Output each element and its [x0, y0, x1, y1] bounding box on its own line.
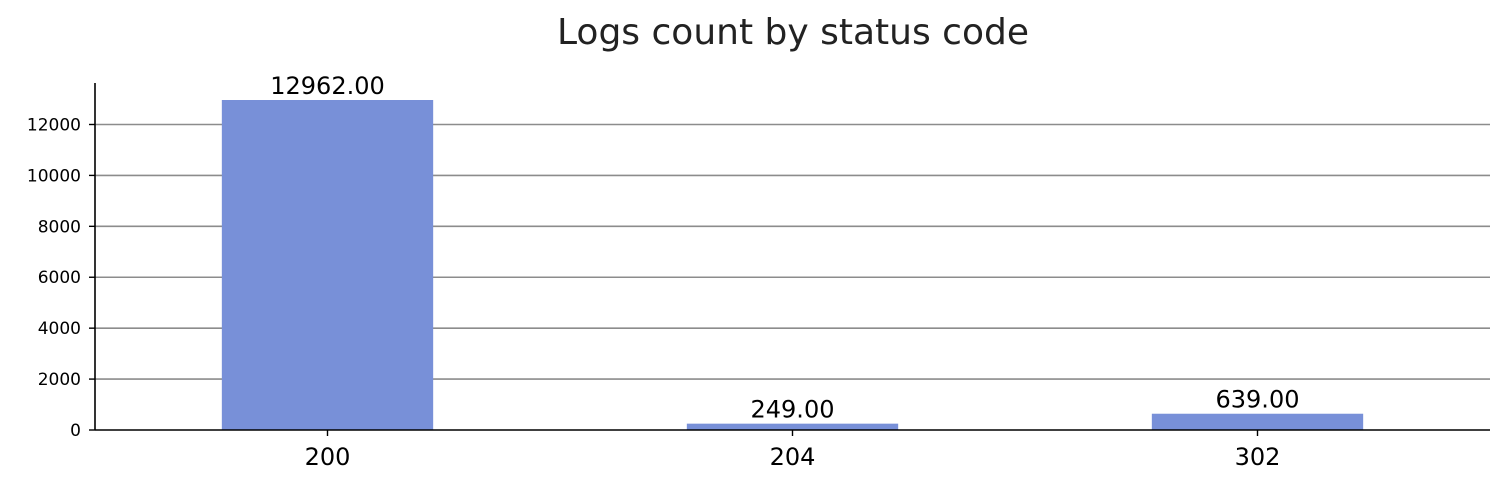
y-tick-label: 4000 — [38, 319, 81, 339]
bar-value-labels: 12962.00 249.00 639.00 — [270, 72, 1299, 424]
y-tick-label: 2000 — [38, 370, 81, 390]
bar-value-label: 12962.00 — [270, 72, 385, 100]
bars — [221, 100, 1364, 430]
y-tick-label: 0 — [70, 421, 81, 441]
y-tick-label: 6000 — [38, 268, 81, 288]
y-tick-label: 8000 — [38, 217, 81, 237]
bar — [221, 100, 434, 430]
bar — [1151, 413, 1364, 430]
bar-value-label: 249.00 — [751, 396, 835, 424]
bar-value-label: 639.00 — [1216, 386, 1300, 414]
y-tick-label: 10000 — [27, 166, 81, 186]
bar — [686, 423, 899, 430]
x-tick-label: 302 — [1235, 443, 1281, 471]
x-tick-label: 204 — [770, 443, 816, 471]
x-axis-ticks: 200 204 302 — [305, 430, 1281, 471]
y-tick-label: 12000 — [27, 115, 81, 135]
x-tick-label: 200 — [305, 443, 351, 471]
y-axis-ticks: 0 2000 4000 6000 8000 10000 12000 — [27, 115, 95, 441]
chart-title: Logs count by status code — [557, 12, 1029, 53]
